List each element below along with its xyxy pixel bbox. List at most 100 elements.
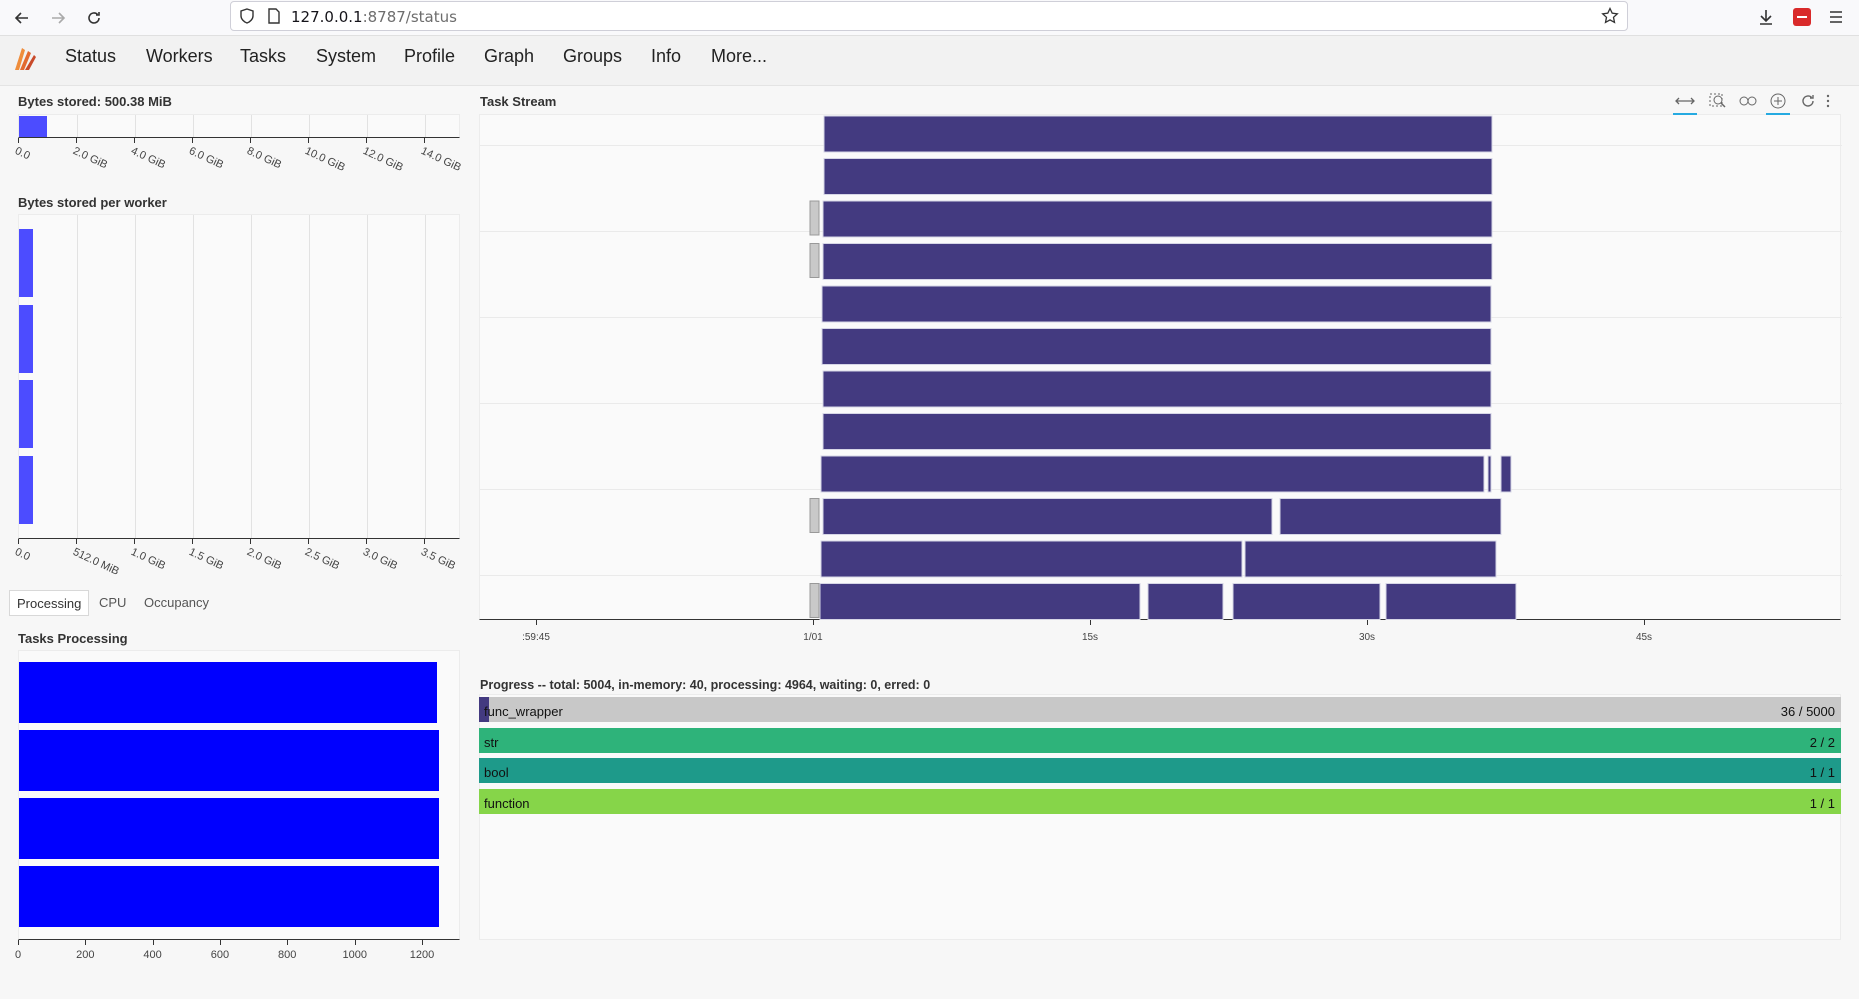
nav-more[interactable]: More... xyxy=(711,46,768,66)
tick-label: 15s xyxy=(1081,632,1099,643)
tick-label: 400 xyxy=(143,949,162,961)
app-navbar: Status Workers Tasks System Profile Grap… xyxy=(0,36,1859,86)
task-stream-chart xyxy=(479,114,1842,620)
nav-profile[interactable]: Profile xyxy=(404,46,456,66)
url-host: 127.0.0.1 xyxy=(291,8,363,26)
worker-bar xyxy=(19,380,34,448)
progress-fill xyxy=(479,727,1841,753)
gridline xyxy=(77,215,78,538)
progress-row: func_wrapper 36 / 5000 xyxy=(479,697,1841,722)
gridline xyxy=(135,115,136,137)
task-bar xyxy=(19,866,439,927)
bytes-stored-bar xyxy=(19,116,48,137)
gridline xyxy=(135,215,136,538)
gridline xyxy=(425,115,426,137)
gridline xyxy=(367,115,368,137)
tick-mark xyxy=(287,940,289,945)
browser-toolbar: 127.0.0.1:8787/status xyxy=(0,0,1859,36)
tick-mark xyxy=(1090,620,1091,625)
transfer-bar xyxy=(809,498,820,533)
url-text[interactable]: 127.0.0.1:8787/status xyxy=(291,8,457,26)
task-stream-bar xyxy=(1279,498,1502,535)
tick-label: 8.0 GiB xyxy=(244,145,284,172)
nav-groups[interactable]: Groups xyxy=(563,46,623,66)
gridline xyxy=(193,115,194,137)
hover-tool-icon[interactable] xyxy=(1766,89,1790,115)
tick-mark xyxy=(366,138,367,143)
shield-icon[interactable] xyxy=(239,8,255,29)
tick-mark xyxy=(536,620,537,625)
progress-fill xyxy=(479,758,1841,783)
tab-processing[interactable]: Processing xyxy=(9,590,90,616)
progress-name: func_wrapper xyxy=(484,704,563,719)
task-stream-bar xyxy=(822,243,1493,280)
bytes-per-worker-title: Bytes stored per worker xyxy=(18,195,167,210)
gridline xyxy=(309,115,310,137)
gridline xyxy=(193,215,194,538)
worker-bar xyxy=(19,304,34,373)
progress-title: Progress -- total: 5004, in-memory: 40, … xyxy=(480,678,931,692)
task-stream-bar xyxy=(1385,583,1517,620)
tick-mark xyxy=(308,539,309,544)
bytes-per-worker-chart xyxy=(18,214,460,539)
tick-mark xyxy=(421,940,423,945)
dask-logo-icon[interactable] xyxy=(12,44,38,79)
nav-status[interactable]: Status xyxy=(65,46,117,66)
worker-bar xyxy=(19,229,34,297)
bookmark-star-icon[interactable] xyxy=(1601,6,1619,30)
tick-mark xyxy=(134,539,135,544)
reset-tool-icon[interactable] xyxy=(1796,89,1820,113)
nav-system[interactable]: System xyxy=(316,46,377,66)
task-stream-bar xyxy=(820,540,1243,578)
address-bar[interactable]: 127.0.0.1:8787/status xyxy=(230,1,1628,31)
reload-icon[interactable] xyxy=(80,4,108,32)
tick-label: :59:45 xyxy=(522,632,550,643)
nav-tasks[interactable]: Tasks xyxy=(240,46,287,66)
progress-count: 1 / 1 xyxy=(1809,765,1835,780)
tick-mark xyxy=(308,138,309,143)
gridline xyxy=(251,115,252,137)
tick-label: 0 xyxy=(14,949,22,961)
more-options-icon[interactable] xyxy=(1822,89,1834,113)
tick-label: 512.0 MiB xyxy=(70,546,121,578)
tick-label: 30s xyxy=(1358,632,1376,643)
tick-label: 2.5 GiB xyxy=(302,546,342,573)
tab-cpu[interactable]: CPU xyxy=(99,595,127,610)
task-stream-bar xyxy=(1487,455,1492,493)
tick-label: 1000 xyxy=(342,949,367,961)
back-arrow-icon[interactable] xyxy=(8,4,36,32)
tick-mark xyxy=(76,539,77,544)
wheel-zoom-icon[interactable] xyxy=(1736,89,1760,113)
nav-workers[interactable]: Workers xyxy=(146,46,213,66)
download-icon[interactable] xyxy=(1757,8,1775,31)
box-zoom-icon[interactable] xyxy=(1705,89,1729,113)
url-path: :8787/status xyxy=(362,8,457,26)
tick-label: 45s xyxy=(1635,632,1653,643)
progress-name: bool xyxy=(484,765,509,780)
tick-mark xyxy=(424,138,425,143)
tab-occupancy[interactable]: Occupancy xyxy=(144,595,210,610)
task-stream-bar xyxy=(821,328,1492,365)
gridline xyxy=(251,215,252,538)
gridline xyxy=(77,115,78,137)
task-stream-bar xyxy=(820,455,1485,493)
tick-label: 200 xyxy=(76,949,95,961)
forward-arrow-icon[interactable] xyxy=(44,4,72,32)
pan-tool-icon[interactable] xyxy=(1673,89,1697,115)
extension-icon[interactable] xyxy=(1793,8,1811,26)
nav-info[interactable]: Info xyxy=(651,46,682,66)
menu-icon[interactable] xyxy=(1827,8,1845,31)
progress-name: str xyxy=(484,734,499,750)
bytes-stored-chart xyxy=(18,114,460,138)
page-icon xyxy=(267,8,281,29)
tick-mark xyxy=(76,138,77,143)
transfer-bar xyxy=(809,583,820,618)
task-stream-bar xyxy=(821,285,1492,323)
tick-mark xyxy=(1367,620,1368,625)
progress-count: 2 / 2 xyxy=(1809,734,1835,750)
nav-graph[interactable]: Graph xyxy=(484,46,535,66)
tick-label: 10.0 GiB xyxy=(302,145,347,174)
tick-label: 800 xyxy=(278,949,297,961)
tick-mark xyxy=(424,539,425,544)
tick-mark xyxy=(85,940,87,945)
